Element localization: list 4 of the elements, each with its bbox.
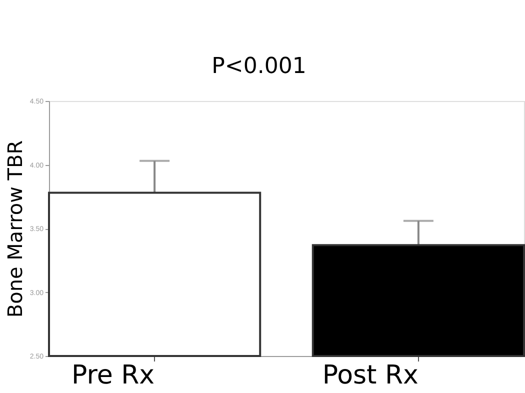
x-tick-label: Pre Rx xyxy=(71,360,155,390)
y-axis-title: Bone Marrow TBR xyxy=(2,140,27,318)
x-tick-label: Post Rx xyxy=(322,360,418,390)
text: P<0.001 xyxy=(212,54,306,79)
